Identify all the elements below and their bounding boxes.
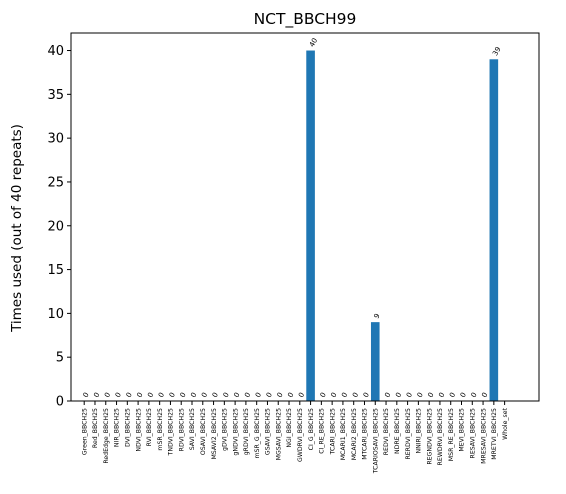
x-tick-label: mSR_G_BBCH25 <box>254 408 261 459</box>
data-label: 0 <box>211 391 220 399</box>
data-label: 0 <box>200 391 209 399</box>
data-label: 0 <box>286 391 295 399</box>
x-tick-label: mSR_BBCH25 <box>157 408 164 451</box>
x-tick-label: TNDVI_BBCH25 <box>168 408 175 457</box>
x-tick-label: DVI_BBCH25 <box>125 408 132 447</box>
data-label: 0 <box>92 391 101 399</box>
bar <box>306 50 315 402</box>
data-label: 0 <box>103 391 112 399</box>
data-label: 0 <box>157 391 166 399</box>
x-tick-label: GWDRVI_BBCH25 <box>297 408 304 462</box>
x-tick-label: Red_BBCH25 <box>92 408 99 448</box>
data-label: 0 <box>329 391 338 399</box>
bar <box>370 322 380 401</box>
x-tick-label: NDRE_BBCH25 <box>394 408 401 454</box>
x-tick-label: RESAVI_BBCH25 <box>469 408 476 459</box>
x-tick-label: gNDVI_BBCH25 <box>232 408 239 456</box>
x-tick-label: MCARI1_BBCH25 <box>340 408 347 460</box>
data-label: 0 <box>276 391 285 399</box>
data-label: 0 <box>189 391 198 399</box>
x-tick-label: MRESAVI_BBCH25 <box>480 408 487 464</box>
data-label: 0 <box>82 391 91 399</box>
data-label: 0 <box>146 391 155 399</box>
y-axis-label: Times used (out of 40 repeats) <box>9 124 25 333</box>
x-tick-label: MRETVI_BBCH25 <box>491 408 498 460</box>
data-label: 0 <box>319 391 328 399</box>
data-label: 0 <box>362 391 371 399</box>
y-tick-label: 30 <box>47 132 64 147</box>
y-tick-label: 10 <box>47 307 64 322</box>
data-label: 0 <box>470 391 479 399</box>
x-tick-label: CI_RE_BBCH25 <box>319 408 326 454</box>
x-tick-label: SAVI_BBCH25 <box>189 408 196 450</box>
data-label: 0 <box>480 391 489 399</box>
data-label: 0 <box>459 391 468 399</box>
x-tick-label: REWDRVI_BBCH25 <box>437 408 444 465</box>
data-label: 0 <box>243 391 252 399</box>
y-tick-label: 0 <box>56 395 64 410</box>
x-tick-label: CI_G_BBCH25 <box>308 408 315 450</box>
data-label: 0 <box>437 391 446 399</box>
data-label: 0 <box>426 391 435 399</box>
data-label: 0 <box>383 391 392 399</box>
x-tick-label: Green_BBCH25 <box>81 408 88 455</box>
y-tick-label: 40 <box>47 44 64 59</box>
x-tick-label: RVI_BBCH25 <box>146 408 153 446</box>
x-tick-label: gDVI_BBCH25 <box>222 408 229 451</box>
bar <box>489 59 499 402</box>
x-tick-label: RERDVI_BBCH25 <box>405 408 412 460</box>
data-label: 9 <box>373 312 382 320</box>
data-label: 0 <box>125 391 134 399</box>
data-label: 0 <box>340 391 349 399</box>
data-label: 0 <box>448 391 457 399</box>
x-tick-label: gRDVI_BBCH25 <box>243 408 250 455</box>
data-label: 0 <box>222 391 231 399</box>
x-tick-label: NGI_BBCH25 <box>286 408 293 448</box>
x-tick-label: MEVI_BBCH25 <box>459 408 466 452</box>
x-tick-label: RedEdge_BBCH25 <box>103 408 110 464</box>
x-tick-label: RDVI_BBCH25 <box>178 408 185 451</box>
y-tick-label: 5 <box>56 351 64 366</box>
x-tick-label: OSAVI_BBCH25 <box>200 408 207 455</box>
x-tick-label: NNIRI_BBCH25 <box>416 408 423 454</box>
data-label: 0 <box>232 391 241 399</box>
chart-title: NCT_BBCH99 <box>254 10 357 29</box>
x-tick-label: GSAVI_BBCH25 <box>265 408 272 455</box>
data-label: 0 <box>179 391 188 399</box>
data-label: 0 <box>114 391 123 399</box>
x-tick-label: MSAVI2_BBCH25 <box>211 408 218 460</box>
x-tick-label: NIR_BBCH25 <box>114 408 121 447</box>
plot-area: 0 5 10 15 20 25 30 35 40 Green_BBCH25 0 Red_BBCH25 0… <box>47 37 508 474</box>
x-tick-label: MCARI2_BBCH25 <box>351 408 358 460</box>
data-label: 0 <box>405 391 414 399</box>
y-tick-label: 20 <box>47 219 64 234</box>
data-label: 0 <box>168 391 177 399</box>
y-tick-label: 25 <box>47 175 64 190</box>
data-label: 0 <box>351 391 360 399</box>
data-label: 0 <box>416 391 425 399</box>
data-label: 0 <box>254 391 263 399</box>
data-label: 0 <box>297 391 306 399</box>
plot-frame <box>70 32 540 402</box>
x-tick-label: MGSAVI_BBCH25 <box>275 408 282 460</box>
x-tick-label: MSR_RE_BBCH25 <box>448 408 455 461</box>
x-tick-label: TCARIOSAVI_BBCH25 <box>372 408 379 474</box>
x-tick-label: MTCARI_BBCH25 <box>362 408 369 460</box>
data-label: 0 <box>394 391 403 399</box>
y-tick-label: 15 <box>47 263 64 278</box>
data-label: 40 <box>308 37 319 49</box>
data-label: 0 <box>265 391 274 399</box>
x-tick-label: REGNDVI_BBCH25 <box>426 408 433 465</box>
x-tick-label: REDVI_BBCH25 <box>383 408 390 455</box>
y-tick-label: 35 <box>47 88 64 103</box>
x-tick-label: Whole_set <box>502 407 509 439</box>
x-tick-label: TCARI_BBCH25 <box>329 408 336 455</box>
data-label: 0 <box>135 391 144 399</box>
x-tick-label: NDVI_BBCH25 <box>135 408 142 452</box>
data-label: 39 <box>491 46 502 58</box>
